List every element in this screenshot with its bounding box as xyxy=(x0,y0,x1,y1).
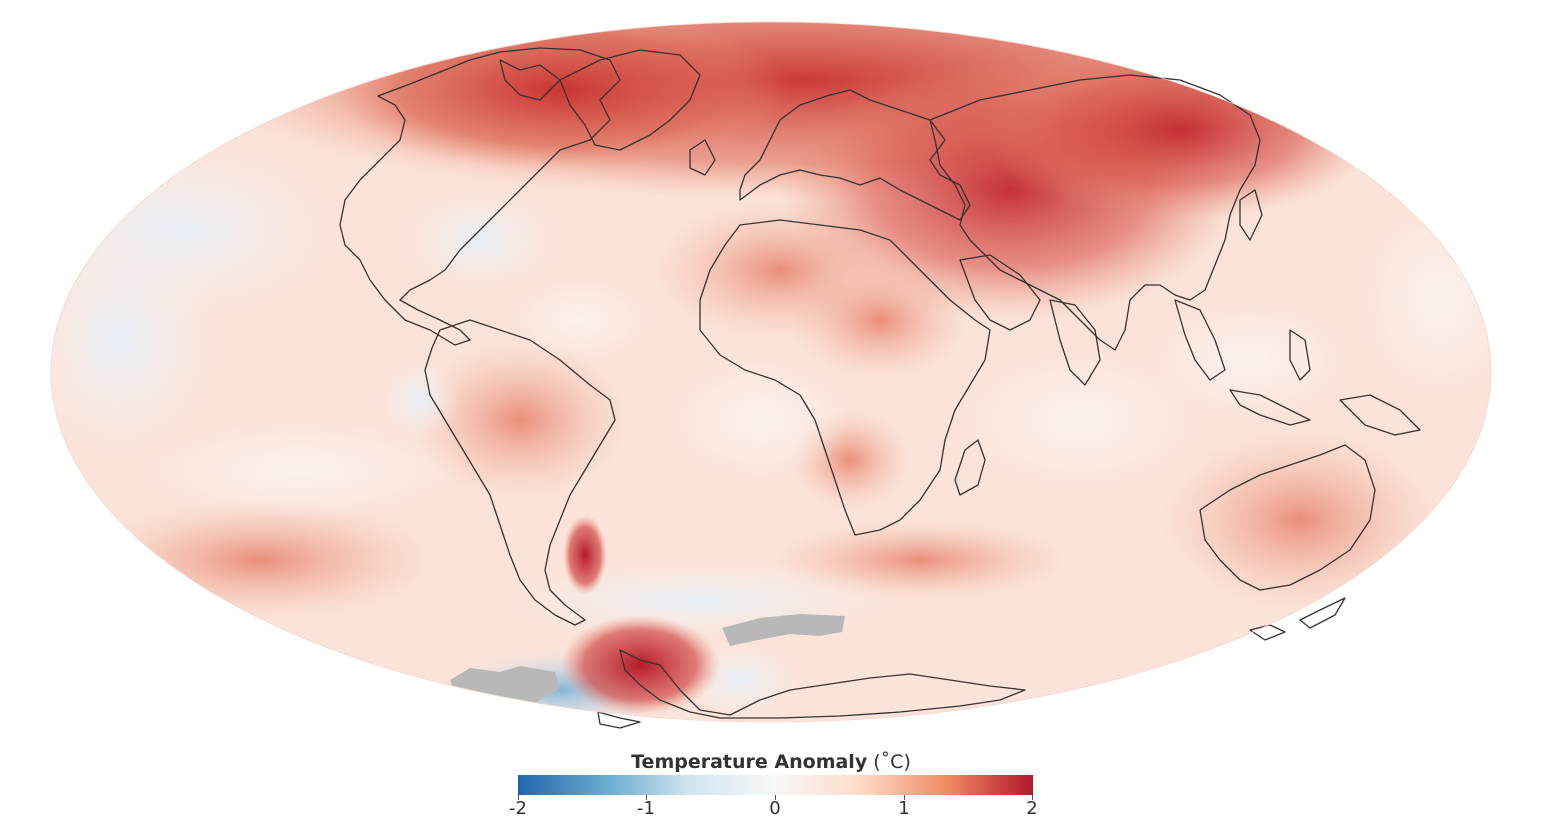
legend-tick xyxy=(904,795,905,800)
legend-color-bar xyxy=(518,775,1033,795)
legend-tick-label: 0 xyxy=(769,798,781,819)
legend-tick xyxy=(775,795,776,800)
map-svg xyxy=(50,21,1492,729)
coastlines xyxy=(339,47,1421,729)
globe-outline xyxy=(50,21,1492,723)
legend-tick-label: 2 xyxy=(1026,798,1038,819)
legend-title-text: Temperature Anomaly xyxy=(631,751,868,773)
legend-tick-label: 1 xyxy=(898,798,910,819)
temperature-anomaly-map xyxy=(50,21,1492,729)
legend-tick xyxy=(646,795,647,800)
legend-tick-label: -1 xyxy=(637,798,655,819)
color-legend: Temperature Anomaly (˚C) -2 -1 0 1 2 xyxy=(0,740,1542,834)
anomaly-field xyxy=(51,22,1491,722)
legend-unit: (˚C) xyxy=(873,751,911,773)
legend-tick-label: -2 xyxy=(509,798,527,819)
legend-tick xyxy=(1032,795,1033,800)
legend-tick xyxy=(518,795,519,800)
legend-title: Temperature Anomaly (˚C) xyxy=(0,751,1542,773)
